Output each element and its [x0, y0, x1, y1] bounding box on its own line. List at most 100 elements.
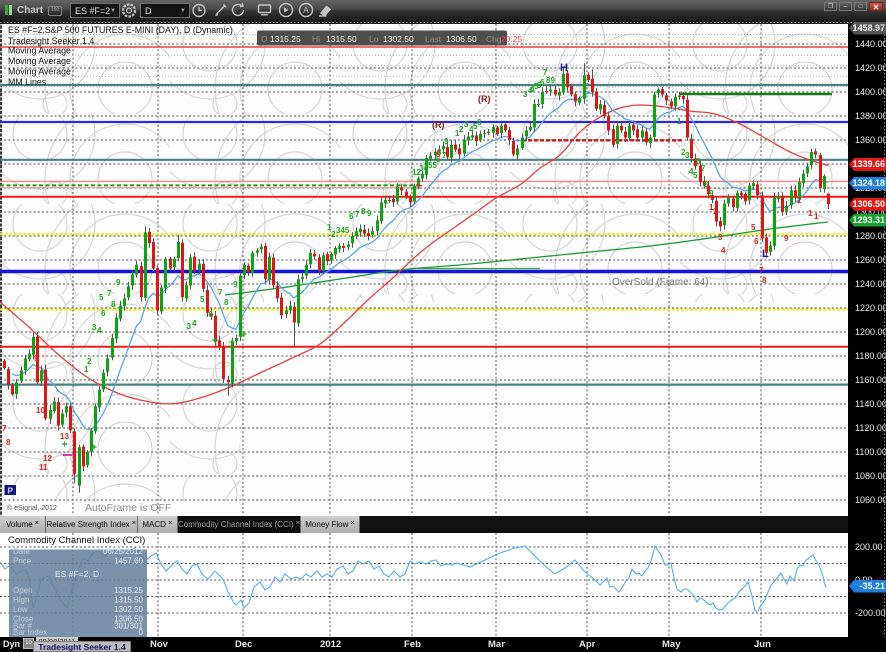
svg-text:3: 3 — [464, 120, 469, 129]
svg-text:1: 1 — [677, 117, 682, 126]
svg-text:301/301: 301/301 — [114, 622, 143, 631]
svg-text:Moving Average: Moving Average — [8, 67, 71, 77]
svg-text:Moving Average: Moving Average — [8, 46, 71, 56]
svg-text:MM Lines: MM Lines — [8, 77, 47, 87]
svg-text:Bar Index: Bar Index — [13, 628, 47, 637]
svg-text:1: 1 — [327, 223, 332, 232]
svg-text:2: 2 — [681, 148, 686, 157]
svg-text:Hi: Hi — [312, 34, 320, 44]
svg-text:5: 5 — [751, 223, 756, 232]
svg-text:9: 9 — [709, 189, 714, 198]
svg-text:8: 8 — [437, 148, 442, 157]
svg-text:OverSold (Frame: 64): OverSold (Frame: 64) — [612, 277, 709, 288]
svg-text:6: 6 — [754, 237, 759, 246]
svg-text:9: 9 — [784, 234, 789, 243]
svg-text:5: 5 — [534, 82, 539, 91]
svg-text:7: 7 — [355, 210, 360, 219]
svg-text:Moving Average: Moving Average — [8, 56, 71, 66]
svg-text:9: 9 — [116, 278, 121, 287]
svg-text:Price: Price — [13, 557, 32, 566]
svg-text:1302.50: 1302.50 — [383, 34, 414, 44]
svg-text:5: 5 — [693, 171, 698, 180]
svg-text:(R): (R) — [478, 94, 491, 104]
svg-text:Date: Date — [13, 547, 30, 556]
svg-text:13: 13 — [60, 432, 69, 441]
svg-text:8: 8 — [704, 180, 709, 189]
svg-text:3: 3 — [523, 90, 528, 99]
svg-text:4: 4 — [192, 319, 197, 328]
svg-text:55: 55 — [428, 161, 437, 170]
svg-text:1: 1 — [808, 209, 813, 218]
svg-text:7: 7 — [107, 289, 112, 298]
svg-text:7: 7 — [442, 151, 447, 160]
svg-text:5: 5 — [99, 293, 104, 302]
svg-text:3: 3 — [718, 233, 723, 242]
svg-text:3: 3 — [187, 322, 192, 331]
svg-text:7: 7 — [543, 68, 548, 77]
svg-text:Lo: Lo — [369, 34, 379, 44]
svg-text:6: 6 — [477, 118, 482, 127]
svg-text:1315.50: 1315.50 — [326, 34, 357, 44]
svg-text:© eSignal, 2012: © eSignal, 2012 — [7, 504, 57, 512]
svg-text:9: 9 — [34, 354, 39, 363]
svg-text:7: 7 — [2, 424, 7, 433]
svg-text:(R): (R) — [432, 120, 445, 130]
svg-text:6: 6 — [540, 78, 545, 87]
svg-text:1302.50: 1302.50 — [114, 605, 143, 614]
svg-text:11: 11 — [39, 463, 48, 472]
svg-text:8: 8 — [762, 276, 767, 285]
svg-text:10: 10 — [36, 406, 45, 415]
svg-text:1: 1 — [814, 212, 819, 221]
svg-text:High: High — [13, 596, 29, 605]
svg-text:34: 34 — [419, 164, 428, 173]
svg-text:2: 2 — [713, 207, 718, 216]
svg-text:1306.50: 1306.50 — [446, 34, 477, 44]
svg-text:2: 2 — [797, 196, 802, 205]
svg-text:Close: Close — [13, 615, 34, 624]
svg-text:1315.25: 1315.25 — [270, 34, 301, 44]
svg-text:9: 9 — [444, 137, 449, 146]
svg-text:Chg: Chg — [486, 34, 502, 44]
svg-text:Last: Last — [425, 34, 442, 44]
svg-text:12: 12 — [43, 454, 52, 463]
svg-text:AutoFrame is OFF: AutoFrame is OFF — [85, 502, 171, 514]
svg-text:6: 6 — [101, 309, 106, 318]
svg-text:A: A — [303, 5, 309, 15]
svg-text:4: 4 — [528, 86, 533, 95]
svg-text:ES #F=2, D: ES #F=2, D — [55, 569, 99, 579]
svg-text:1306.50: 1306.50 — [114, 615, 143, 624]
svg-text:3: 3 — [92, 323, 97, 332]
svg-text:1457.60: 1457.60 — [114, 557, 143, 566]
svg-text:0: 0 — [139, 628, 144, 637]
svg-text:3: 3 — [685, 151, 690, 160]
svg-text:L: L — [762, 248, 769, 260]
svg-text:6: 6 — [436, 155, 441, 164]
svg-text:4: 4 — [689, 167, 694, 176]
svg-text:4: 4 — [530, 85, 535, 94]
svg-text:1: 1 — [455, 129, 460, 138]
svg-text:8: 8 — [361, 207, 366, 216]
svg-text:4: 4 — [97, 326, 102, 335]
svg-text:5: 5 — [537, 81, 542, 90]
svg-text:345: 345 — [336, 226, 350, 235]
svg-text:1: 1 — [709, 203, 714, 212]
svg-text:4: 4 — [469, 125, 474, 134]
svg-text:89: 89 — [546, 76, 555, 85]
svg-text:P: P — [7, 486, 13, 496]
svg-text:9: 9 — [233, 280, 238, 289]
svg-text:8: 8 — [111, 300, 116, 309]
svg-text:1315.25: 1315.25 — [114, 586, 143, 595]
svg-text:O: O — [261, 34, 268, 44]
svg-text:Low: Low — [13, 605, 28, 614]
svg-text:7: 7 — [759, 266, 764, 275]
svg-text:6: 6 — [696, 157, 701, 166]
svg-text:8: 8 — [436, 150, 441, 159]
svg-text:2: 2 — [459, 125, 464, 134]
svg-text:7: 7 — [701, 164, 706, 173]
svg-text:4: 4 — [721, 246, 726, 255]
svg-text:1: 1 — [84, 365, 89, 374]
svg-text:8: 8 — [224, 298, 229, 307]
svg-text:2: 2 — [87, 357, 92, 366]
svg-text:ES #F=2,S&P 500 FUTURES E-MINI: ES #F=2,S&P 500 FUTURES E-MINI (DAY), D … — [8, 25, 233, 35]
svg-text:Commodity Channel Index (CCI): Commodity Channel Index (CCI) — [8, 535, 145, 546]
